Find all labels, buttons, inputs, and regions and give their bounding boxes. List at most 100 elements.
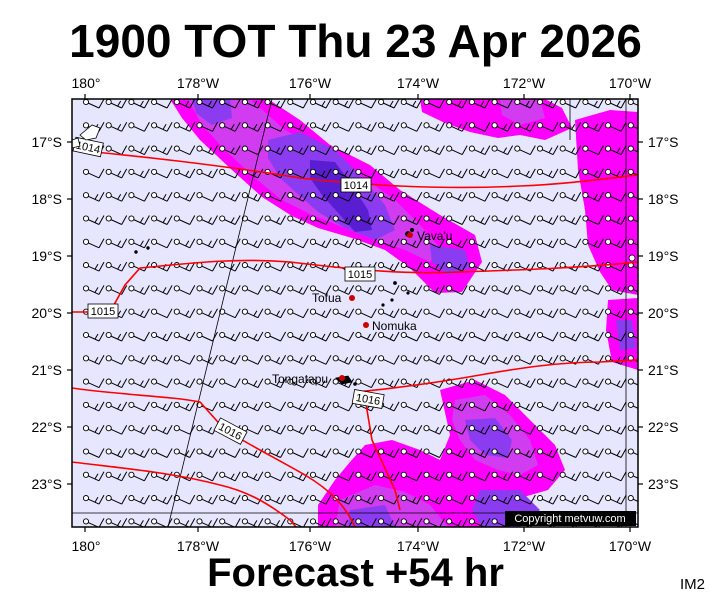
wind-barb — [241, 331, 264, 342]
wind-barb — [82, 331, 105, 342]
wind-barb — [491, 122, 514, 132]
wind-barb — [309, 145, 332, 156]
wind-barb — [400, 471, 423, 482]
wind-barb — [173, 145, 196, 156]
lon-label: 174°W — [397, 75, 440, 91]
wind-barb — [264, 308, 287, 319]
wind-barb — [241, 145, 264, 156]
svg-text:1015: 1015 — [91, 306, 115, 318]
wind-barb — [559, 308, 582, 319]
wind-barb — [468, 331, 491, 342]
wind-barb — [491, 285, 514, 295]
wind-barb — [219, 378, 241, 389]
wind-barb — [559, 285, 582, 295]
wind-barb — [605, 285, 627, 295]
wind-barb — [400, 355, 423, 365]
wind-barb — [128, 308, 150, 319]
wind-barb — [287, 145, 309, 156]
wind-barb — [468, 308, 491, 319]
wind-barb — [219, 99, 241, 109]
wind-barb — [536, 331, 559, 342]
wind-barb — [105, 99, 128, 109]
wind-barb — [627, 378, 638, 386]
wind-barb — [536, 168, 559, 179]
wind-barb — [536, 122, 559, 132]
wind-barb — [151, 168, 173, 179]
wind-barb — [468, 285, 491, 295]
wind-barb — [468, 168, 491, 179]
wind-barb — [536, 308, 559, 319]
wind-barb — [241, 261, 264, 272]
wind-barb — [536, 494, 559, 505]
copyright-box: Copyright metvuw.com — [505, 511, 636, 526]
wind-barb — [491, 308, 514, 319]
wind-barb — [605, 191, 627, 202]
wind-barb — [309, 448, 332, 458]
wind-barb — [173, 238, 196, 249]
wind-barb — [309, 191, 332, 202]
wind-barb — [82, 215, 105, 225]
wind-barb — [582, 215, 604, 225]
wind-barb — [582, 99, 604, 109]
wind-barb — [400, 238, 423, 249]
lat-label: 21°S — [648, 362, 679, 378]
wind-barb — [151, 378, 173, 389]
island — [381, 303, 385, 307]
wind-barb — [332, 285, 355, 295]
wind-barb — [446, 191, 468, 202]
wind-barb — [105, 122, 128, 132]
wind-barb-layer — [82, 99, 638, 527]
wind-barb — [309, 308, 332, 319]
wind-barb — [173, 122, 196, 132]
wind-barb — [151, 215, 173, 225]
island — [390, 298, 394, 302]
isobar-label: 1014 — [340, 177, 372, 193]
wind-barb — [309, 401, 332, 412]
wind-barb — [264, 378, 287, 389]
wind-barb — [309, 331, 332, 342]
wind-barb — [219, 285, 241, 295]
wind-barb — [287, 401, 309, 412]
wind-barb — [332, 215, 355, 225]
wind-barb — [196, 471, 218, 482]
wind-barb — [287, 238, 309, 249]
wind-barb — [151, 191, 173, 202]
wind-barb — [355, 145, 377, 156]
wind-barb — [605, 99, 627, 109]
wind-barb — [128, 424, 150, 435]
lat-labels-left: 17°S 18°S 19°S 20°S 21°S 22°S 23°S — [31, 134, 62, 492]
wind-barb — [446, 471, 468, 482]
lat-label: 18°S — [648, 191, 679, 207]
wind-barb — [287, 122, 309, 132]
lat-label: 22°S — [31, 419, 62, 435]
wind-barb — [400, 261, 423, 272]
wind-barb — [173, 331, 196, 342]
wind-barb — [559, 191, 582, 202]
isobar-line — [354, 359, 638, 393]
wind-barb — [309, 494, 332, 505]
wind-barb — [378, 471, 400, 482]
wind-barb — [446, 261, 468, 272]
wind-barb — [423, 331, 445, 342]
wind-barb — [582, 448, 604, 458]
wind-barb — [355, 355, 377, 365]
town-marker — [363, 322, 369, 328]
wind-barb — [82, 471, 105, 482]
wind-barb — [514, 122, 536, 132]
lat-label: 18°S — [31, 191, 62, 207]
wind-barb — [332, 471, 355, 482]
wind-barb — [241, 285, 264, 295]
wind-barb — [264, 215, 287, 225]
wind-barb — [378, 285, 400, 295]
wind-barb — [627, 145, 638, 153]
wind-barb — [173, 308, 196, 319]
wind-barb — [128, 122, 150, 132]
wind-barb — [151, 424, 173, 435]
wind-barb — [446, 355, 468, 365]
wind-barb — [355, 494, 377, 505]
wind-barb — [241, 99, 264, 109]
wind-barb — [559, 378, 582, 389]
wind-barb — [241, 424, 264, 435]
wind-barb — [582, 308, 604, 319]
